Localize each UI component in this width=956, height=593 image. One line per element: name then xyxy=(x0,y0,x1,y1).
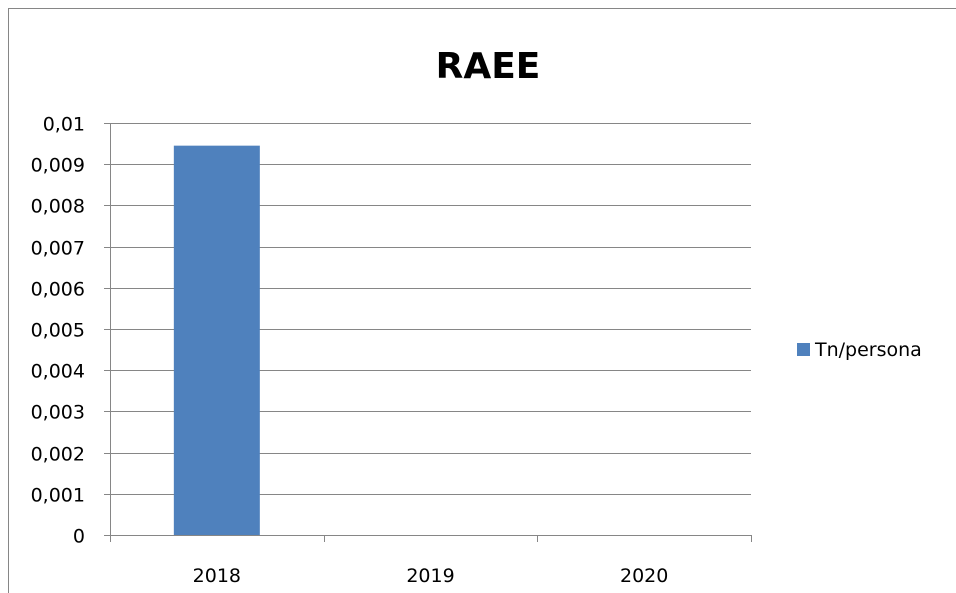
y-tick-label: 0,007 xyxy=(31,238,85,260)
y-tick-label: 0,01 xyxy=(43,114,85,136)
y-tick-label: 0,002 xyxy=(31,444,85,466)
legend: Tn/persona xyxy=(797,339,922,361)
chart-title: RAEE xyxy=(436,46,541,87)
x-axis-tick-labels: 2018 2019 2020 xyxy=(193,565,669,587)
x-tick-label: 2019 xyxy=(406,565,454,587)
y-tick-label: 0,006 xyxy=(31,279,85,301)
axes xyxy=(104,123,752,542)
x-tick-label: 2018 xyxy=(193,565,241,587)
y-axis-tick-labels: 0 0,001 0,002 0,003 0,004 0,005 0,006 0,007 0,00… xyxy=(31,114,85,548)
y-tick-label: 0,004 xyxy=(31,361,85,383)
y-tick-label: 0,003 xyxy=(31,402,85,424)
bars xyxy=(173,145,260,535)
y-tick-label: 0,001 xyxy=(31,485,85,507)
legend-swatch xyxy=(797,343,810,356)
legend-label: Tn/persona xyxy=(814,339,922,361)
y-tick-label: 0 xyxy=(73,526,85,548)
y-tick-label: 0,008 xyxy=(31,196,85,218)
chart-border xyxy=(8,8,956,593)
y-tick-label: 0,005 xyxy=(31,320,85,342)
bar-2018 xyxy=(173,145,260,535)
y-tick-label: 0,009 xyxy=(31,155,85,177)
x-tick-label: 2020 xyxy=(620,565,668,587)
